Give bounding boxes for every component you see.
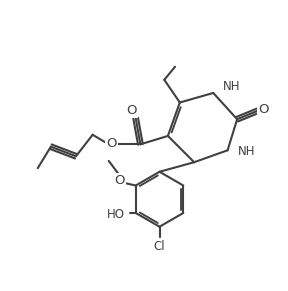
Text: NH: NH	[238, 145, 255, 158]
Text: O: O	[107, 137, 117, 150]
Text: NH: NH	[223, 80, 241, 93]
Text: Cl: Cl	[154, 240, 165, 253]
Text: O: O	[258, 103, 269, 116]
Text: HO: HO	[107, 208, 125, 221]
Text: O: O	[114, 174, 125, 187]
Text: O: O	[126, 104, 137, 117]
